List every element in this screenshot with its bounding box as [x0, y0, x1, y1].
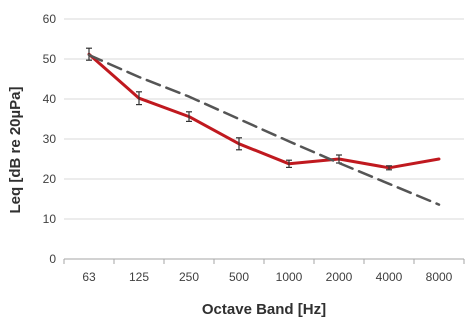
x-axis-title: Octave Band [Hz]: [202, 301, 326, 318]
y-axis-title: Leq [dB re 20µPa]: [7, 86, 24, 213]
y-tick-label: 0: [49, 252, 56, 266]
x-tick-label: 125: [129, 270, 149, 284]
y-tick-label: 30: [43, 132, 57, 146]
measured-series-line: [87, 52, 441, 170]
y-tick-label: 50: [43, 52, 57, 66]
x-tick-label: 4000: [376, 270, 403, 284]
x-tick-labels: 63 125 250 500 1000 2000 4000 8000: [82, 270, 452, 284]
x-tick-label: 1000: [276, 270, 303, 284]
y-tick-label: 10: [43, 212, 57, 226]
x-tick-label: 63: [82, 270, 96, 284]
series-group: [86, 47, 441, 206]
y-tick-label: 20: [43, 172, 57, 186]
gridlines: [63, 18, 465, 264]
x-tick-label: 500: [229, 270, 249, 284]
x-tick-label: 8000: [426, 270, 453, 284]
dashed-series-line: [87, 53, 441, 206]
x-tick-label: 2000: [326, 270, 353, 284]
y-tick-labels: 0 10 20 30 40 50 60: [43, 12, 57, 266]
y-tick-label: 40: [43, 92, 57, 106]
y-tick-label: 60: [43, 12, 57, 26]
x-tick-label: 250: [179, 270, 199, 284]
